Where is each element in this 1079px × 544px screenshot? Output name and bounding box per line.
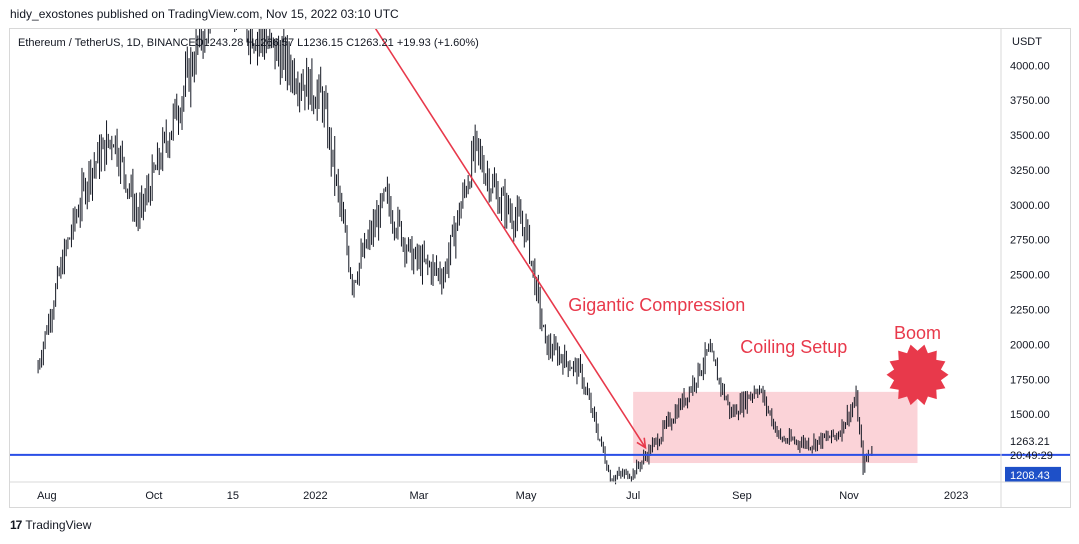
current-price-label: 1263.21 — [1010, 436, 1050, 448]
time-tick-label: 2022 — [303, 490, 327, 502]
price-chart[interactable]: Gigantic Compression Coiling Setup Boom Eth… — [10, 29, 1070, 507]
annotation-coiling-setup: Coiling Setup — [740, 337, 847, 357]
legend-ohlc: O1243.28 H1266.57 L1236.15 C1263.21 +19.… — [195, 37, 479, 49]
support-price-tag — [1005, 466, 1061, 482]
price-tick-label: 2000.00 — [1010, 339, 1050, 351]
price-tick-label: 4000.00 — [1010, 60, 1050, 72]
price-tick-label: 2500.00 — [1010, 270, 1050, 282]
publisher-line: hidy_exostones published on TradingView.… — [10, 7, 399, 21]
time-tick-label: 15 — [227, 490, 239, 502]
price-tick-label: 1500.00 — [1010, 409, 1050, 421]
time-tick-label: Sep — [732, 490, 752, 502]
price-tick-label: 1750.00 — [1010, 374, 1050, 386]
price-tick-label: 3250.00 — [1010, 165, 1050, 177]
trend-arrow-head — [636, 437, 647, 450]
footer: 17 TradingView — [10, 518, 91, 532]
support-price-label: 1208.43 — [1010, 470, 1050, 482]
annotation-boom: Boom — [894, 323, 941, 343]
time-tick-label: Mar — [410, 490, 429, 502]
boom-starburst-icon — [886, 344, 949, 406]
price-tick-label: 2250.00 — [1010, 305, 1050, 317]
annotation-gigantic-compression: Gigantic Compression — [568, 295, 745, 315]
price-axis-unit: USDT — [1012, 36, 1042, 48]
time-tick-label: Oct — [145, 490, 162, 502]
time-tick-label: Aug — [37, 490, 57, 502]
price-tick-label: 2750.00 — [1010, 235, 1050, 247]
price-tick-label: 3000.00 — [1010, 200, 1050, 212]
chart-frame: Gigantic Compression Coiling Setup Boom Eth… — [9, 28, 1071, 508]
footer-brand: TradingView — [25, 518, 92, 532]
time-tick-label: Nov — [839, 490, 859, 502]
trend-line — [374, 29, 647, 449]
price-tick-label: 3750.00 — [1010, 95, 1050, 107]
time-tick-label: Jul — [626, 490, 640, 502]
price-tick-label: 3500.00 — [1010, 130, 1050, 142]
legend-symbol: Ethereum / TetherUS, 1D, BINANCE — [18, 37, 196, 49]
tradingview-logo-icon: 17 — [10, 518, 22, 532]
time-tick-label: 2023 — [944, 490, 968, 502]
time-tick-label: May — [516, 490, 537, 502]
bar-countdown-label: 20:49:29 — [1010, 450, 1053, 462]
